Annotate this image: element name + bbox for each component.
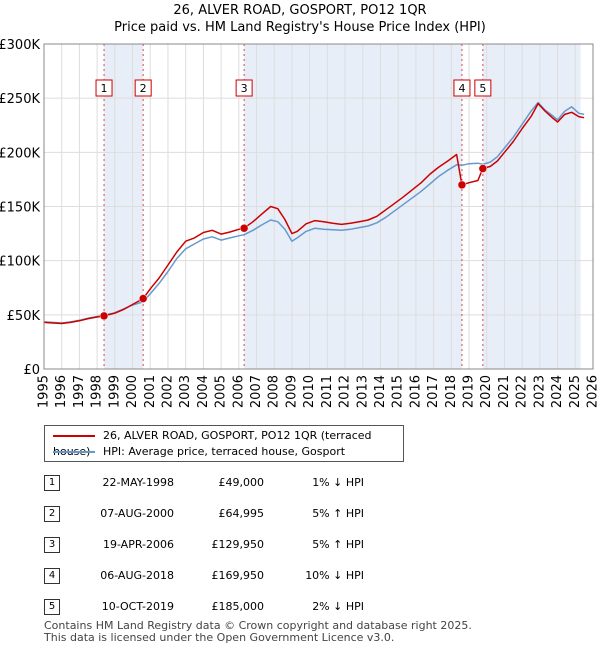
transaction-marker-box	[235, 79, 253, 97]
transaction-point	[457, 180, 467, 190]
x-tick-label: 2006	[231, 375, 246, 408]
x-tick-label: 2005	[214, 375, 229, 408]
transaction-price: £49,000	[218, 476, 265, 489]
table-row: 2 07-AUG-2000 £64,995 5% ↑ HPI	[44, 503, 464, 523]
transaction-hpi: 5% ↑ HPI	[312, 538, 364, 551]
x-tick-label: 2014	[373, 375, 388, 408]
transaction-point	[478, 164, 488, 173]
x-tick-label: 2003	[178, 375, 193, 408]
x-tick-label: 1995	[37, 375, 52, 408]
transaction-number: 3	[44, 537, 60, 553]
y-tick-label: £100K	[0, 255, 40, 270]
transaction-date: 06-AUG-2018	[100, 569, 174, 582]
subtitle: Price paid vs. HM Land Registry's House …	[114, 20, 486, 35]
grid	[43, 43, 594, 370]
transaction-marker-label: 3	[241, 82, 248, 95]
x-tick-label: 2020	[479, 375, 494, 408]
transaction-marker-label: 5	[479, 82, 486, 95]
x-axis-labels: 1995 1996 1997 1998 1999 2000 2001 2002 2003 2004…	[37, 375, 600, 408]
legend-item-property: 26, ALVER ROAD, GOSPORT, PO12 1QR (terra…	[53, 428, 403, 458]
x-tick-label: 2011	[320, 375, 335, 408]
y-tick-label: £300K	[0, 38, 40, 53]
transaction-date: 07-AUG-2000	[100, 507, 174, 520]
transaction-number: 2	[44, 506, 60, 522]
transaction-price: £169,950	[211, 569, 265, 582]
chart: £0 £50K £100K £150K £200K £250K £300K 1995 1996…	[0, 38, 600, 408]
transaction-number: 1	[44, 475, 60, 491]
transaction-marker-box	[453, 79, 471, 97]
y-tick-label: £0	[23, 363, 40, 378]
x-tick-label: 2021	[497, 375, 512, 408]
x-tick-label: 2019	[462, 375, 477, 408]
x-tick-label: 2022	[515, 375, 530, 408]
x-tick-label: 1997	[72, 375, 87, 408]
x-tick-label: 2018	[444, 375, 459, 408]
transaction-number: 5	[44, 599, 60, 615]
footer-licence: This data is licensed under the Open Gov…	[44, 631, 395, 644]
x-tick-label: 2002	[160, 375, 175, 408]
footer: Contains HM Land Registry data © Crown c…	[44, 620, 472, 644]
table-row: 4 06-AUG-2018 £169,950 10% ↓ HPI	[44, 565, 464, 585]
y-tick-label: £50K	[7, 309, 41, 324]
legend: 26, ALVER ROAD, GOSPORT, PO12 1QR (terra…	[44, 425, 404, 462]
transaction-date: 22-MAY-1998	[102, 476, 174, 489]
title: 26, ALVER ROAD, GOSPORT, PO12 1QR	[173, 3, 427, 18]
transaction-point	[99, 311, 109, 321]
transaction-date: 10-OCT-2019	[101, 600, 174, 613]
legend-label-hpi: HPI: Average price, terraced house, Gosp…	[103, 445, 346, 458]
transaction-date: 19-APR-2006	[102, 538, 174, 551]
x-tick-label: 2009	[284, 375, 299, 408]
legend-item-hpi: HPI: Average price, terraced house, Gosp…	[53, 444, 345, 460]
y-tick-label: £200K	[0, 146, 40, 161]
x-tick-label: 2010	[302, 375, 317, 408]
x-tick-label: 2012	[338, 375, 353, 408]
table-row: 3 19-APR-2006 £129,950 5% ↑ HPI	[44, 534, 464, 554]
transaction-labels: 1 2 3 4 5	[95, 79, 492, 97]
transaction-number: 4	[44, 568, 60, 584]
x-tick-label: 2016	[408, 375, 423, 408]
y-axis-labels: £0 £50K £100K £150K £200K £250K £300K	[0, 38, 40, 378]
legend-swatch-property	[53, 435, 95, 437]
x-tick-label: 2024	[550, 375, 565, 408]
y-tick-label: £250K	[0, 92, 40, 107]
transaction-marker-box	[134, 79, 152, 97]
transaction-marker-label: 1	[101, 82, 108, 95]
x-tick-label: 2007	[249, 375, 264, 408]
transaction-price: £129,950	[211, 538, 265, 551]
x-tick-label: 2008	[267, 375, 282, 408]
transaction-hpi: 1% ↓ HPI	[312, 476, 364, 489]
y-tick-label: £150K	[0, 201, 40, 216]
transaction-price: £64,995	[218, 507, 265, 520]
x-tick-label: 2000	[125, 375, 140, 408]
transaction-hpi: 5% ↑ HPI	[312, 507, 364, 520]
x-tick-label: 2013	[355, 375, 370, 408]
legend-swatch-hpi	[53, 451, 95, 453]
x-tick-label: 2026	[586, 375, 600, 408]
transaction-marker-label: 4	[458, 82, 465, 95]
x-tick-label: 2017	[426, 375, 441, 408]
x-tick-label: 2023	[532, 375, 547, 408]
x-tick-label: 2025	[568, 375, 583, 408]
transaction-price: £185,000	[211, 600, 265, 613]
transaction-point	[239, 223, 249, 233]
x-tick-label: 1996	[54, 375, 69, 408]
x-tick-label: 2004	[196, 375, 211, 408]
x-tick-label: 2001	[143, 375, 158, 408]
x-tick-label: 2015	[391, 375, 406, 408]
x-tick-label: 1998	[90, 375, 105, 408]
transaction-points	[99, 164, 488, 321]
transaction-marker-box	[474, 79, 492, 97]
table-row: 5 10-OCT-2019 £185,000 2% ↓ HPI	[44, 596, 464, 616]
footer-copyright: Contains HM Land Registry data © Crown c…	[44, 619, 472, 632]
transaction-point	[138, 294, 148, 303]
transaction-marker-box	[95, 79, 113, 97]
x-tick-label: 1999	[107, 375, 122, 408]
transaction-hpi: 10% ↓ HPI	[305, 569, 364, 582]
table-row: 1 22-MAY-1998 £49,000 1% ↓ HPI	[44, 472, 464, 492]
transaction-hpi: 2% ↓ HPI	[312, 600, 364, 613]
chart-title: 26, ALVER ROAD, GOSPORT, PO12 1QR Price …	[0, 2, 600, 36]
plot-frame	[43, 43, 594, 370]
transaction-marker-label: 2	[140, 82, 147, 95]
